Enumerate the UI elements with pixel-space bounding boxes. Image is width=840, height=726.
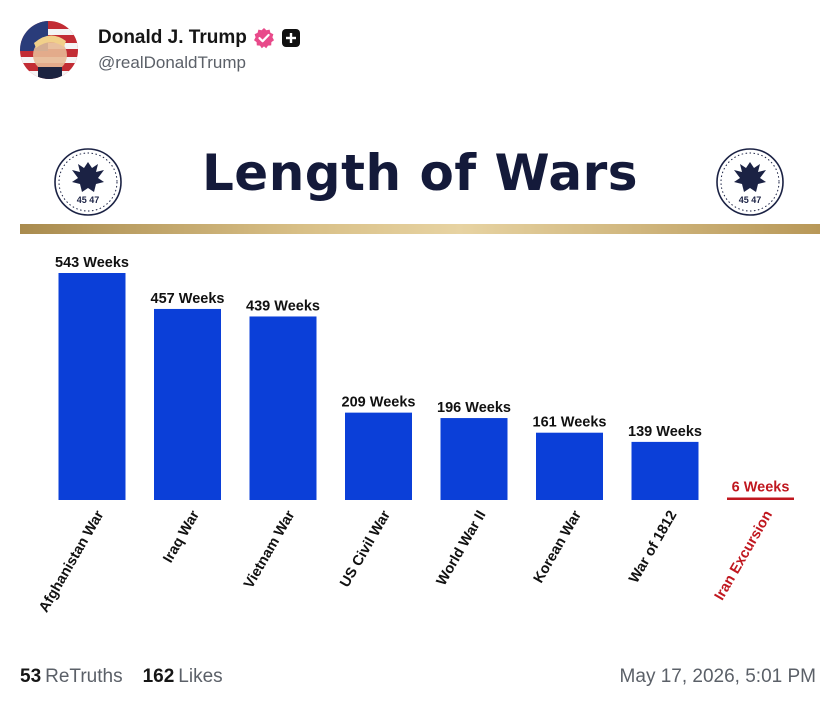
data-label: 161 Weeks [533, 415, 607, 431]
data-label: 139 Weeks [628, 424, 702, 440]
bar-war-of-1812 [631, 441, 699, 500]
presidential-seal-icon: 45 47 [52, 146, 124, 218]
chart-title: Length of Wars [201, 144, 639, 202]
seal-number-text: 45 47 [77, 195, 100, 205]
bar-us-civil-war [345, 412, 412, 500]
data-label: 439 Weeks [246, 298, 320, 314]
bar-chart: 543 Weeks Afghanistan War 457 Weeks Iraq Wa… [36, 255, 794, 616]
retruths-stat[interactable]: 53 ReTruths [20, 666, 123, 688]
category-label: Iraq War [160, 508, 203, 566]
data-label: 457 Weeks [151, 291, 225, 307]
category-label: Korean War [531, 508, 585, 586]
category-label: Afghanistan War [36, 508, 107, 616]
likes-count: 162 [142, 666, 175, 687]
retruths-label: ReTruths [45, 666, 123, 687]
retruths-count: 53 [20, 666, 42, 687]
post-header: Donald J. Trump @realDonaldTrump [20, 18, 301, 82]
seal-number-text-right: 45 47 [739, 195, 762, 205]
bar-afghanistan-war [58, 273, 126, 500]
post-footer: 53 ReTruths 162 Likes May 17, 2026, 5:01 P… [20, 662, 820, 692]
post-timestamp[interactable]: May 17, 2026, 5:01 PM [619, 666, 816, 687]
display-name[interactable]: Donald J. Trump [98, 27, 247, 48]
likes-stat[interactable]: 162 Likes [143, 666, 223, 688]
data-label: 209 Weeks [342, 395, 416, 411]
handle[interactable]: @realDonaldTrump [98, 53, 246, 72]
likes-label: Likes [178, 666, 223, 687]
bar-world-war-ii [440, 418, 508, 500]
verified-badge-icon [253, 27, 275, 49]
data-label: 543 Weeks [55, 255, 129, 271]
data-label: 196 Weeks [437, 400, 511, 416]
bar-iraq-war [154, 308, 221, 500]
bar-vietnam-war [249, 316, 317, 500]
data-label: 6 Weeks [732, 479, 790, 495]
bar-korean-war [536, 432, 603, 500]
author-block: Donald J. Trump @realDonaldTrump [98, 27, 301, 73]
avatar[interactable] [20, 21, 78, 79]
category-label: Vietnam War [241, 508, 299, 592]
gold-divider [20, 224, 820, 234]
category-label: US Civil War [337, 508, 394, 591]
post-image-card[interactable]: 45 47 Length of Wars 45 47 543 Weeks Afgh… [20, 130, 820, 650]
presidential-seal-icon-right: 45 47 [714, 146, 786, 218]
bar-iran-excursion [727, 497, 794, 500]
plus-badge-icon [281, 28, 301, 48]
name-row: Donald J. Trump [98, 27, 301, 49]
category-label: Iran Excursion [712, 508, 776, 603]
category-label: World War II [434, 508, 490, 589]
category-label: War of 1812 [626, 508, 680, 586]
